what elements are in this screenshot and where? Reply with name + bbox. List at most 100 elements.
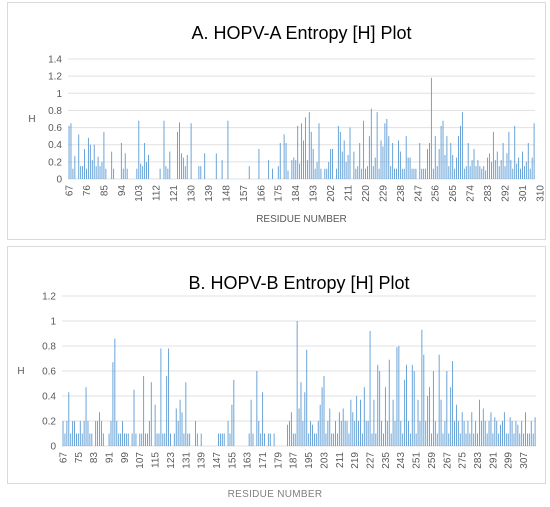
bar	[516, 163, 518, 179]
bar	[77, 433, 79, 446]
bar	[118, 433, 120, 446]
bar	[327, 421, 329, 446]
x-tick-label: 123	[166, 452, 177, 469]
bar	[163, 120, 165, 179]
bar	[367, 421, 369, 446]
bar	[124, 153, 126, 179]
bar	[140, 163, 142, 179]
bar	[436, 166, 438, 179]
bar	[359, 143, 361, 179]
x-tick-label: 91	[105, 452, 116, 464]
bar	[200, 166, 202, 179]
bar	[450, 387, 452, 446]
bar	[229, 433, 231, 446]
x-tick-label: 238	[396, 185, 407, 202]
chart-title: A. HOPV-A Entropy [H] Plot	[191, 23, 411, 43]
bar	[411, 364, 413, 446]
x-tick-label: 166	[256, 185, 267, 202]
bar	[103, 131, 105, 179]
bar	[227, 120, 229, 179]
bar	[519, 433, 521, 446]
bar	[518, 157, 520, 179]
bar	[361, 433, 363, 446]
y-tick-label: 0.8	[42, 342, 56, 353]
bar	[438, 354, 440, 446]
x-tick-label: 94	[117, 185, 128, 197]
bar	[400, 421, 402, 446]
bar	[527, 143, 529, 179]
bar	[343, 140, 345, 179]
bar	[514, 125, 516, 179]
bar	[233, 379, 235, 446]
bar	[87, 137, 89, 179]
bar	[533, 123, 535, 179]
bar	[454, 168, 456, 179]
bar	[488, 421, 490, 446]
x-tick-label: 148	[221, 185, 232, 202]
x-tick-label: 179	[273, 452, 284, 469]
bar	[99, 166, 101, 179]
x-tick-label: 75	[74, 452, 85, 464]
bar	[289, 421, 290, 446]
bar	[461, 112, 463, 179]
bar	[272, 168, 273, 179]
bar	[455, 404, 457, 446]
x-tick-label: 265	[448, 185, 459, 202]
x-tick-label: 85	[99, 185, 110, 197]
bar	[156, 433, 158, 446]
x-tick-label: 155	[227, 452, 238, 469]
bar	[285, 143, 287, 179]
bar	[330, 149, 332, 179]
bar	[294, 433, 296, 446]
x-tick-label: 299	[504, 452, 515, 469]
bar	[89, 144, 91, 179]
bar	[525, 412, 526, 446]
y-tick-label: 0.4	[48, 140, 62, 151]
bar	[337, 125, 339, 179]
bar	[83, 421, 85, 446]
bar	[120, 143, 122, 179]
bar	[370, 108, 372, 179]
bar	[344, 421, 346, 446]
bar	[520, 168, 521, 179]
bar	[353, 151, 355, 179]
bar	[489, 153, 490, 179]
y-tick-label: 0.8	[48, 106, 62, 117]
bar	[97, 156, 99, 179]
bar	[336, 433, 338, 446]
bar	[86, 168, 87, 179]
bar	[144, 143, 146, 179]
bar	[252, 433, 254, 446]
entropy-chart-a: A. HOPV-A Entropy [H] Plot 0 0.2 0.4 0.6 0.8 1…	[28, 23, 546, 225]
bar	[300, 382, 302, 446]
bar	[363, 120, 365, 179]
bar	[183, 433, 185, 446]
bar	[490, 412, 492, 446]
bar	[404, 379, 406, 446]
bar	[91, 433, 93, 446]
bar	[357, 166, 359, 179]
bar	[133, 389, 135, 446]
bar	[508, 131, 510, 179]
bar	[477, 433, 478, 446]
x-tick-label: 139	[197, 452, 208, 469]
bar	[141, 433, 143, 446]
bar	[398, 140, 399, 179]
x-tick-label: 202	[326, 185, 337, 202]
bar	[500, 424, 502, 446]
bar	[525, 161, 527, 179]
bar	[186, 155, 188, 179]
x-tick-label: 187	[289, 452, 300, 469]
x-tick-label: 171	[258, 452, 269, 469]
bar	[492, 433, 494, 446]
bar	[446, 371, 448, 446]
bar	[415, 168, 417, 179]
bar	[165, 166, 167, 179]
bar	[297, 125, 299, 179]
x-tick-label: 307	[519, 452, 530, 469]
bar	[221, 433, 223, 446]
bar	[392, 143, 394, 179]
bar	[388, 136, 390, 179]
bar	[323, 376, 325, 446]
bar	[329, 408, 331, 446]
